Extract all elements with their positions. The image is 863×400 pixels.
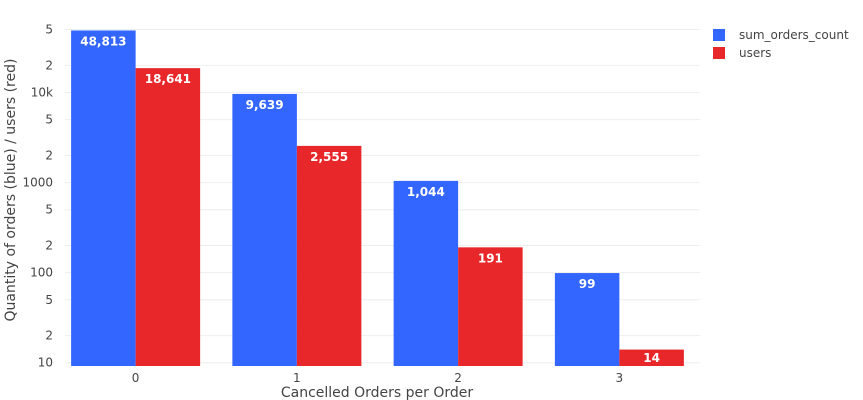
x-tick-label: 3 xyxy=(616,371,624,385)
y-tick-label: 5 xyxy=(45,23,53,37)
y-tick-label: 2 xyxy=(45,329,53,343)
bar-value-label: 18,641 xyxy=(145,72,191,86)
bars: 48,813 18,641 9,639 2,555 1,044 191 99 14 xyxy=(71,30,684,367)
bar-value-label: 9,639 xyxy=(246,98,284,112)
legend-swatch xyxy=(713,29,725,41)
bar-users[interactable] xyxy=(135,68,201,367)
legend-label: users xyxy=(739,46,771,60)
x-tick-label: 2 xyxy=(454,371,462,385)
y-tick-label: 5 xyxy=(45,203,53,217)
legend-label: sum_orders_count xyxy=(739,28,849,42)
bar-value-label: 191 xyxy=(478,251,503,265)
legend-swatch xyxy=(713,47,725,59)
legend-item-users[interactable]: users xyxy=(713,46,771,60)
y-tick-label: 2 xyxy=(45,148,53,162)
y-axis-title: Quantity of orders (blue) / users (red) xyxy=(3,59,19,322)
bar-sum-orders-count[interactable] xyxy=(71,30,136,367)
bar-users[interactable] xyxy=(619,349,684,366)
bar-sum-orders-count[interactable] xyxy=(232,93,297,366)
legend-item-sum-orders-count[interactable]: sum_orders_count xyxy=(713,28,849,42)
x-tick-label: 0 xyxy=(132,371,140,385)
y-tick-label: 5 xyxy=(45,113,53,127)
x-tick-label: 1 xyxy=(293,371,301,385)
bar-value-label: 14 xyxy=(643,351,660,365)
y-tick-label: 5 xyxy=(45,293,53,307)
bar-users[interactable] xyxy=(458,247,523,366)
y-tick-label: 100 xyxy=(30,266,53,280)
bar-value-label: 48,813 xyxy=(80,34,126,48)
bar-sum-orders-count[interactable] xyxy=(554,273,620,366)
bar-value-label: 99 xyxy=(579,277,596,291)
x-axis-title: Cancelled Orders per Order xyxy=(281,385,474,400)
y-tick-label: 1000 xyxy=(22,176,53,190)
bar-sum-orders-count[interactable] xyxy=(393,180,459,366)
y-tick-label: 2 xyxy=(45,239,53,253)
bar-value-label: 1,044 xyxy=(407,185,445,199)
bar-value-label: 2,555 xyxy=(310,150,348,164)
y-tick-label: 10 xyxy=(38,356,53,370)
y-tick-label: 10k xyxy=(31,85,53,99)
y-tick-label: 2 xyxy=(45,58,53,72)
bar-users[interactable] xyxy=(296,145,362,366)
y-axis-ticks: 10 2 5 100 2 5 1000 2 5 10k 2 5 xyxy=(22,23,53,370)
x-axis-ticks: 0 1 2 3 xyxy=(132,371,623,385)
